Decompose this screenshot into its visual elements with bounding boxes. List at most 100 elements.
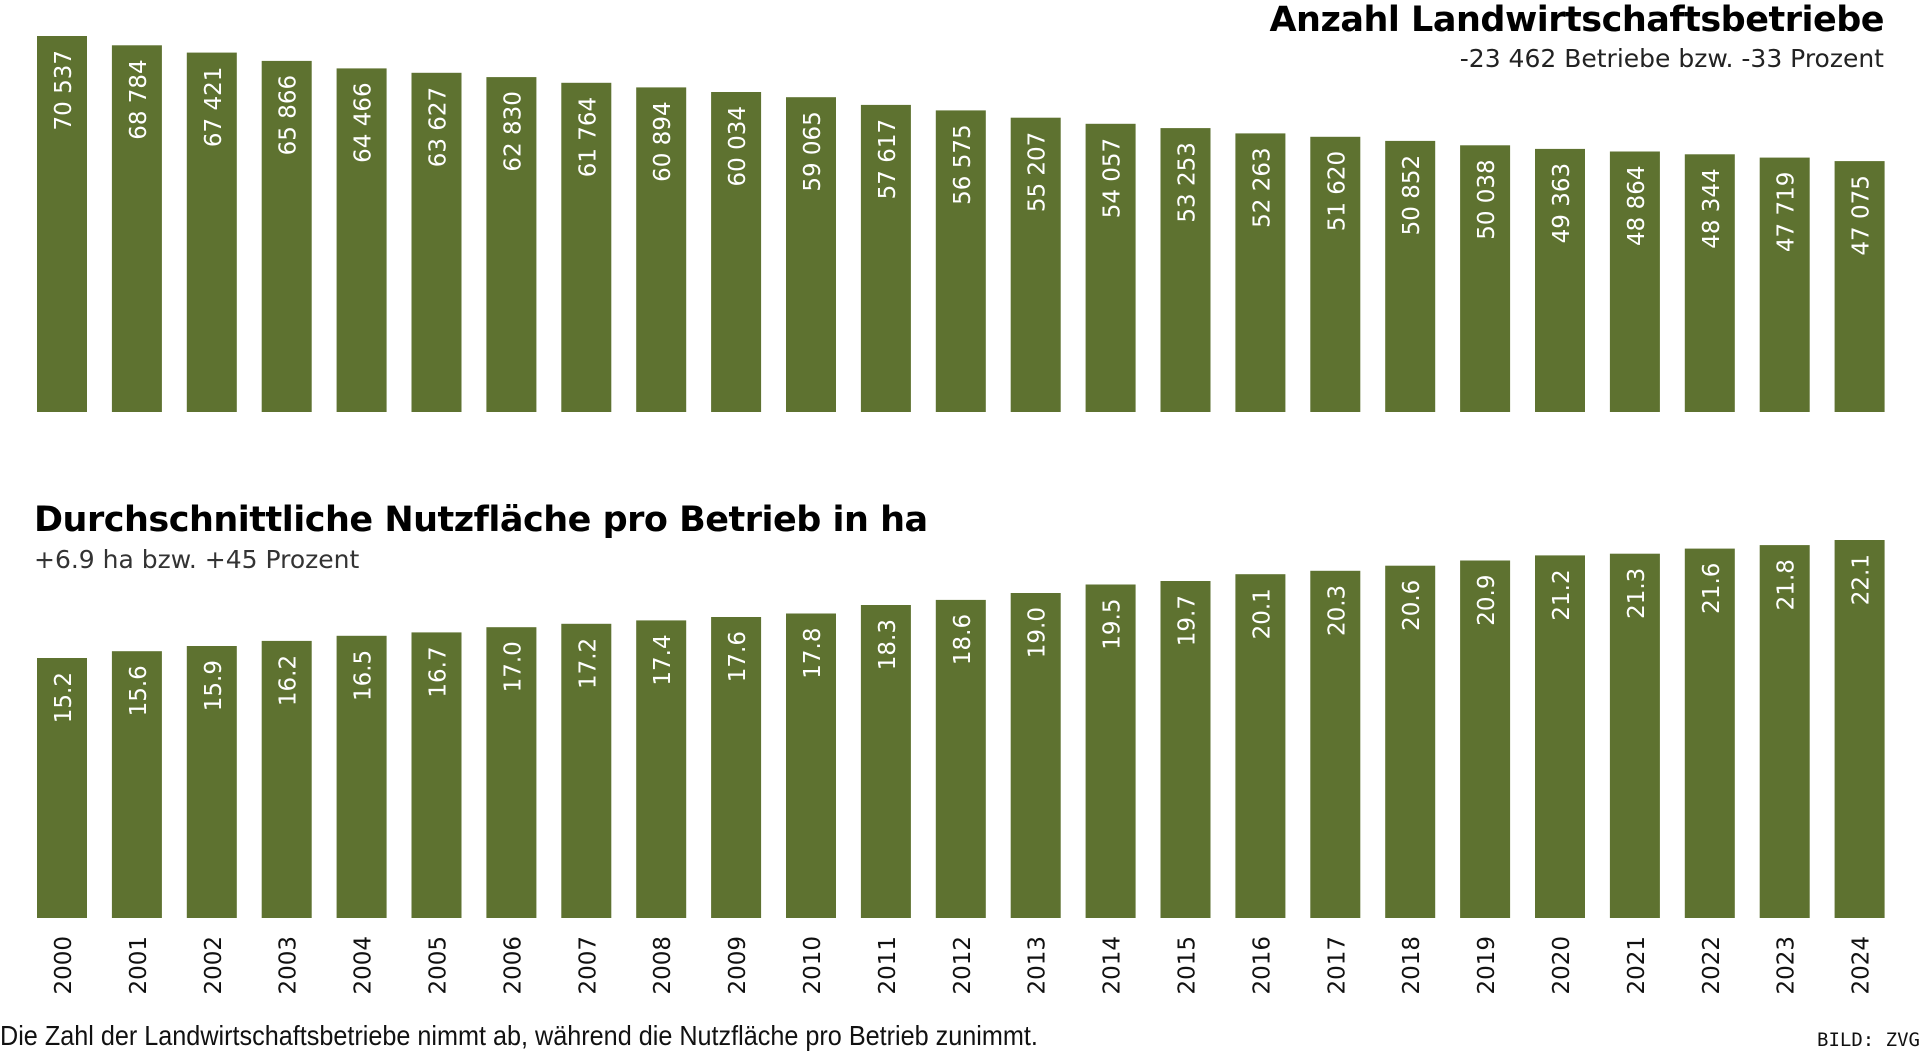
bar-value-label-farms-2012: 56 575 (950, 124, 976, 204)
bar-value-label-farms-2020: 49 363 (1549, 163, 1575, 243)
x-tick-label-2010: 2010 (800, 936, 826, 995)
bar-value-label-area-2015: 19.7 (1175, 595, 1201, 646)
bar-value-label-area-2003: 16.2 (276, 655, 302, 706)
x-tick-label-2023: 2023 (1774, 936, 1800, 995)
bar-area-2004 (336, 635, 387, 918)
x-tick-label-2014: 2014 (1100, 936, 1126, 995)
x-tick-label-2012: 2012 (950, 936, 976, 995)
x-tick-label-2000: 2000 (51, 936, 77, 995)
bar-value-label-farms-2015: 53 253 (1175, 142, 1201, 222)
bar-farms-2021 (1609, 151, 1660, 412)
bar-area-2021 (1609, 553, 1660, 918)
bar-value-label-farms-2013: 55 207 (1025, 132, 1051, 212)
bar-farms-2001 (111, 45, 162, 413)
bar-value-label-area-2022: 21.6 (1699, 563, 1725, 614)
x-tick-label-2019: 2019 (1474, 936, 1500, 995)
bar-farms-2015 (1160, 128, 1211, 412)
bar-area-2002 (186, 646, 237, 918)
bar-area-2001 (111, 651, 162, 918)
x-tick-label-2006: 2006 (500, 936, 526, 995)
bar-value-label-farms-2019: 50 038 (1474, 159, 1500, 239)
bar-area-2018 (1385, 565, 1436, 918)
bar-value-label-area-2002: 15.9 (201, 660, 227, 711)
bar-value-label-farms-2017: 51 620 (1324, 151, 1350, 231)
bar-value-label-area-2020: 21.2 (1549, 569, 1575, 620)
x-tick-label-2008: 2008 (650, 936, 676, 995)
bar-farms-2022 (1684, 154, 1735, 413)
bar-farms-2006 (486, 77, 537, 412)
bar-value-label-area-2000: 15.2 (51, 672, 77, 723)
bar-area-2013 (1010, 593, 1061, 918)
x-tick-label-2009: 2009 (725, 936, 751, 995)
bar-value-label-area-2006: 17.0 (500, 641, 526, 692)
bar-value-label-area-2014: 19.5 (1100, 599, 1126, 650)
x-tick-label-2011: 2011 (875, 936, 901, 995)
x-tick-label-2024: 2024 (1849, 936, 1875, 995)
bar-value-label-area-2001: 15.6 (126, 665, 152, 716)
bar-farms-2017 (1310, 136, 1361, 413)
bar-value-label-farms-2008: 60 894 (650, 101, 676, 181)
x-tick-label-2021: 2021 (1624, 936, 1650, 995)
bar-farms-2023 (1759, 157, 1810, 412)
bar-value-label-farms-2001: 68 784 (126, 59, 152, 139)
bar-value-label-area-2023: 21.8 (1774, 559, 1800, 610)
bar-farms-2012 (935, 110, 986, 413)
bar-value-label-area-2016: 20.1 (1249, 588, 1275, 639)
bar-value-label-farms-2014: 54 057 (1100, 138, 1126, 218)
bar-area-2017 (1310, 570, 1361, 918)
top-chart-title: Anzahl Landwirtschaftsbetriebe (1269, 0, 1884, 40)
bar-farms-2024 (1834, 161, 1885, 412)
bar-farms-2011 (860, 104, 911, 413)
bar-farms-2004 (336, 68, 387, 413)
bar-value-label-farms-2021: 48 864 (1624, 166, 1650, 246)
bar-area-2023 (1759, 545, 1810, 918)
bar-value-label-area-2019: 20.9 (1474, 575, 1500, 626)
bar-farms-2014 (1085, 123, 1136, 413)
bar-value-label-farms-2010: 59 065 (800, 111, 826, 191)
bar-farms-2000 (37, 36, 87, 412)
bar-value-label-farms-2000: 70 537 (51, 50, 77, 130)
bar-area-2011 (860, 605, 911, 918)
bar-farms-2005 (411, 72, 462, 413)
bar-value-label-farms-2004: 64 466 (351, 82, 377, 162)
bar-value-label-farms-2022: 48 344 (1699, 168, 1725, 248)
bar-farms-2008 (636, 87, 687, 413)
bar-area-2024 (1834, 540, 1885, 918)
bar-area-2020 (1535, 555, 1585, 918)
bar-farms-2002 (186, 52, 237, 412)
bar-area-2010 (786, 613, 836, 918)
bar-value-label-area-2009: 17.6 (725, 631, 751, 682)
bar-farms-2010 (786, 97, 836, 412)
bar-value-label-farms-2007: 61 764 (575, 97, 601, 177)
bar-value-label-area-2012: 18.6 (950, 614, 976, 665)
bar-farms-2007 (561, 82, 612, 413)
image-credit: BILD: ZVG (1817, 1029, 1920, 1051)
bar-value-label-area-2024: 22.1 (1849, 554, 1875, 605)
bar-value-label-area-2013: 19.0 (1025, 607, 1051, 658)
x-tick-label-2004: 2004 (351, 936, 377, 995)
x-tick-label-2022: 2022 (1699, 936, 1725, 995)
bar-value-label-area-2007: 17.2 (575, 638, 601, 689)
bar-area-2003 (261, 640, 312, 918)
bar-value-label-farms-2016: 52 263 (1249, 147, 1275, 227)
bar-chart-area: 15.2 15.6 15.9 16.2 16.5 16.7 17.0 17.2 17.4 17.6… (37, 540, 1885, 918)
x-tick-label-2018: 2018 (1399, 936, 1425, 995)
bar-area-2006 (486, 627, 537, 918)
bottom-chart-subtitle: +6.9 ha bzw. +45 Prozent (34, 545, 360, 574)
bar-value-label-area-2008: 17.4 (650, 634, 676, 685)
bar-farms-2009 (711, 92, 762, 412)
bar-value-label-farms-2018: 50 852 (1399, 155, 1425, 235)
x-tick-label-2020: 2020 (1549, 936, 1575, 995)
bar-area-2015 (1160, 581, 1211, 918)
bar-area-2014 (1085, 584, 1136, 918)
bar-value-label-farms-2006: 62 830 (500, 91, 526, 171)
bar-value-label-farms-2003: 65 866 (276, 75, 302, 155)
bar-value-label-area-2018: 20.6 (1399, 580, 1425, 631)
bar-area-2008 (636, 620, 687, 918)
bar-value-label-area-2017: 20.3 (1324, 585, 1350, 636)
bar-value-label-farms-2002: 67 421 (201, 67, 227, 147)
bar-value-label-farms-2005: 63 627 (426, 87, 452, 167)
bar-farms-2013 (1010, 117, 1061, 412)
bar-value-label-farms-2023: 47 719 (1774, 172, 1800, 252)
